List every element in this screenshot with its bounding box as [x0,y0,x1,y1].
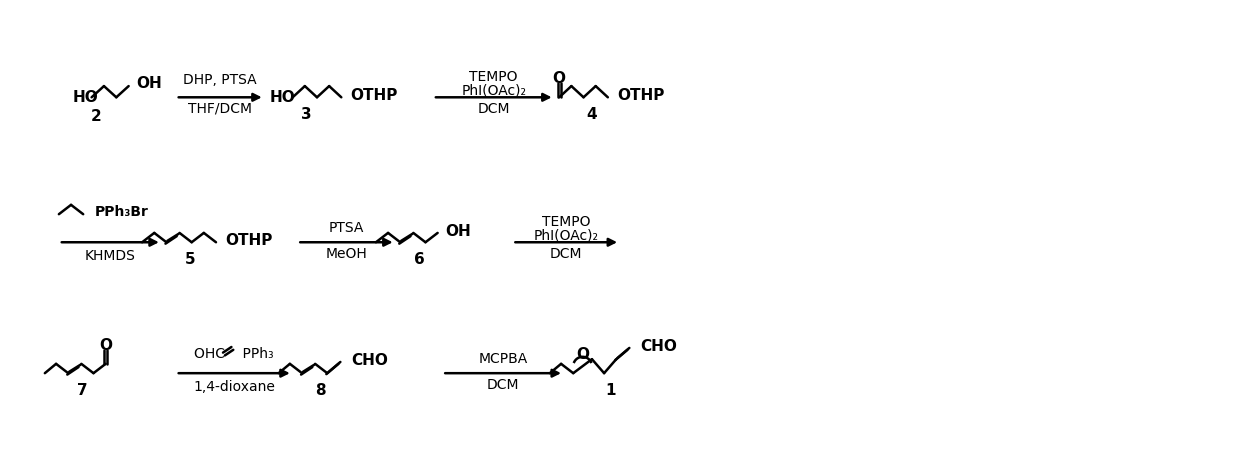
Text: 1: 1 [605,382,616,398]
Text: DCM: DCM [477,102,510,117]
Text: 2: 2 [91,108,102,124]
Text: MCPBA: MCPBA [479,352,528,366]
Text: O: O [553,71,565,86]
Text: OH: OH [136,76,162,91]
Text: 6: 6 [414,251,424,267]
Text: PPh₃Br: PPh₃Br [94,205,149,219]
Text: THF/DCM: THF/DCM [188,101,252,116]
Text: TEMPO: TEMPO [542,215,590,229]
Text: TEMPO: TEMPO [470,70,518,84]
Text: CHO: CHO [641,338,677,354]
Text: 5: 5 [185,251,195,267]
Text: HO: HO [269,90,295,105]
Text: DCM: DCM [551,247,583,262]
Text: DCM: DCM [487,378,520,392]
Text: OTHP: OTHP [618,88,665,103]
Text: OTHP: OTHP [226,233,273,248]
Text: O: O [577,346,589,362]
Text: HO: HO [73,90,99,105]
Text: 8: 8 [315,382,326,398]
Text: OTHP: OTHP [351,88,398,103]
Text: 3: 3 [301,106,312,122]
Text: PTSA: PTSA [329,221,365,235]
Text: PhI(OAc)₂: PhI(OAc)₂ [461,84,526,98]
Text: O: O [99,338,112,353]
Text: PhI(OAc)₂: PhI(OAc)₂ [533,229,599,243]
Text: 4: 4 [587,106,598,122]
Text: OH: OH [445,224,471,238]
Text: 1,4-dioxane: 1,4-dioxane [193,380,275,394]
Text: MeOH: MeOH [326,247,367,262]
Text: OHC    PPh₃: OHC PPh₃ [195,347,274,362]
Text: KHMDS: KHMDS [84,249,135,263]
Text: CHO: CHO [352,353,388,368]
Text: DHP, PTSA: DHP, PTSA [184,74,257,88]
Text: 7: 7 [77,382,88,398]
